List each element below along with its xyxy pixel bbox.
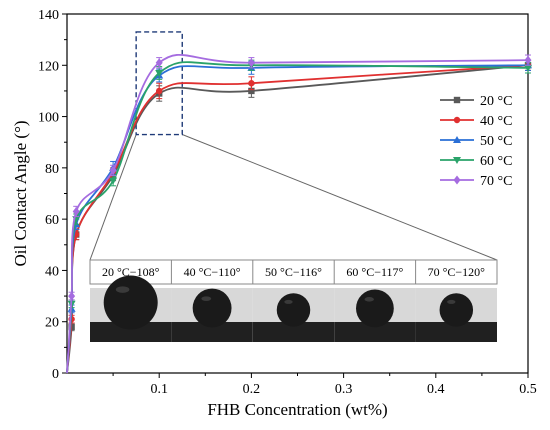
oil-droplet (192, 288, 232, 328)
droplet-substrate (171, 322, 253, 342)
droplet-substrate (415, 322, 497, 342)
data-point (248, 80, 255, 87)
inset-temperature-label: 60 °C−117° (346, 265, 403, 279)
droplet-inset: 20 °C−108° 40 °C−110° 50 °C−116° 60 °C−117°… (89, 259, 498, 342)
y-tick-label: 120 (38, 59, 59, 74)
x-axis-title: FHB Concentration (wt%) (207, 400, 387, 419)
data-point (248, 87, 255, 95)
y-tick-label: 60 (45, 213, 59, 228)
data-point (524, 55, 532, 65)
x-tick-label: 0.1 (150, 382, 168, 397)
zoom-connector-line (182, 134, 498, 261)
inset-temperature-label: 70 °C−120° (428, 265, 486, 279)
x-tick-label: 0.2 (243, 382, 261, 397)
data-point (453, 157, 461, 164)
legend-label: 20 °C (480, 94, 512, 109)
data-point (453, 136, 461, 143)
droplet-highlight (447, 299, 456, 304)
droplet-highlight (364, 297, 374, 302)
oil-droplet (276, 293, 311, 327)
data-point (155, 58, 163, 68)
x-tick-label: 0.4 (427, 382, 445, 397)
y-tick-label: 140 (38, 8, 59, 23)
data-point (453, 96, 461, 104)
data-point (524, 64, 532, 72)
oil-droplet (103, 275, 158, 330)
legend-label: 40 °C (480, 114, 512, 129)
data-point (68, 291, 76, 301)
data-point (247, 58, 255, 68)
axes-layer: 0 20 40 60 80 100 120 140 0.1 0.2 0.3 0.4 0.5 (38, 8, 537, 397)
x-tick-label: 0.5 (519, 382, 537, 397)
inset-temperature-label: 20 °C−108° (102, 265, 160, 279)
droplet-highlight (284, 299, 293, 304)
y-tick-label: 100 (38, 111, 59, 126)
inset-label-bar (89, 259, 498, 285)
x-tick-label: 0.3 (335, 382, 353, 397)
y-tick-label: 0 (52, 367, 59, 382)
droplet-highlight (115, 286, 130, 293)
y-axis-title: Oil Contact Angle (°) (11, 120, 30, 266)
data-point (156, 87, 163, 95)
data-point (453, 175, 461, 185)
inset-temperature-label: 50 °C−116° (265, 265, 322, 279)
oil-droplet (439, 293, 474, 327)
data-point (72, 206, 80, 216)
y-tick-label: 80 (45, 162, 59, 177)
zoom-connector-line (89, 134, 137, 261)
droplet-highlight (201, 296, 212, 302)
data-point (155, 69, 164, 77)
series-line (66, 53, 529, 374)
inset-temperature-label: 40 °C−110° (184, 265, 241, 279)
oil-droplet (356, 289, 394, 328)
droplet-substrate (90, 322, 172, 342)
legend-label: 70 °C (480, 174, 512, 189)
y-tick-label: 20 (45, 316, 59, 331)
y-tick-label: 40 (45, 264, 59, 279)
legend-label: 60 °C (480, 154, 512, 169)
data-point (109, 165, 117, 175)
droplet-substrate (252, 322, 335, 342)
data-point (453, 116, 461, 124)
series-layer (66, 53, 532, 374)
legend-label: 50 °C (480, 134, 512, 149)
data-point (109, 177, 118, 185)
legend: 20 °C 40 °C 50 °C 60 °C 70 °C (440, 94, 512, 189)
droplet-substrate (334, 322, 416, 342)
